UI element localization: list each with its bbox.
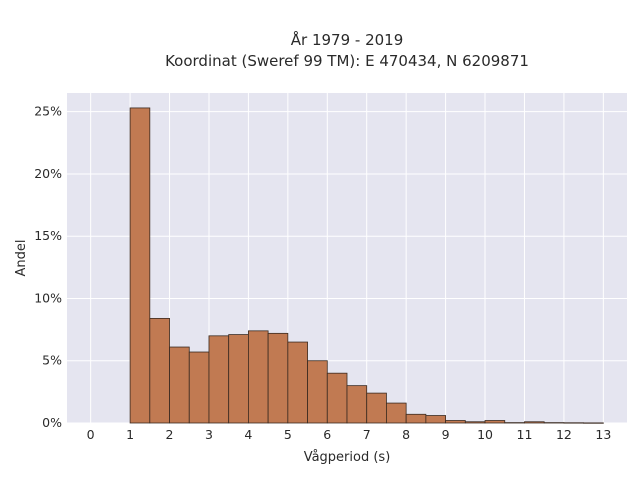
- histogram-bar: [465, 422, 485, 423]
- y-tick-label: 10%: [34, 290, 62, 305]
- histogram-bar: [406, 414, 426, 423]
- histogram-bar: [386, 403, 406, 423]
- chart-title-line2: Koordinat (Sweref 99 TM): E 470434, N 62…: [165, 52, 529, 70]
- histogram-bar: [150, 318, 170, 423]
- x-tick-label: 13: [595, 427, 611, 442]
- x-tick-label: 5: [284, 427, 292, 442]
- x-tick-label: 3: [205, 427, 213, 442]
- y-tick-label: 5%: [42, 353, 62, 368]
- histogram-bar: [367, 393, 387, 423]
- histogram-bar: [248, 331, 268, 423]
- y-tick-label: 15%: [34, 228, 62, 243]
- x-tick-label: 1: [126, 427, 134, 442]
- x-tick-label: 12: [556, 427, 572, 442]
- x-tick-label: 8: [402, 427, 410, 442]
- chart-title-line1: År 1979 - 2019: [291, 30, 404, 49]
- histogram-bar: [209, 336, 229, 423]
- histogram-bar: [288, 342, 308, 423]
- histogram-bar: [308, 361, 328, 423]
- histogram-bar: [524, 422, 544, 423]
- histogram-bar: [130, 108, 150, 423]
- x-tick-label: 0: [87, 427, 95, 442]
- histogram-bar: [170, 347, 190, 423]
- histogram-bar: [485, 421, 505, 423]
- histogram-bar: [268, 333, 288, 423]
- x-tick-label: 4: [244, 427, 252, 442]
- y-tick-label: 20%: [34, 166, 62, 181]
- histogram-bar: [347, 386, 367, 423]
- x-tick-label: 6: [323, 427, 331, 442]
- y-axis-ticks: 0% 5% 10% 15% 20% 25%: [34, 104, 62, 430]
- histogram-bar: [426, 416, 446, 423]
- x-tick-label: 10: [477, 427, 493, 442]
- x-tick-label: 2: [166, 427, 174, 442]
- histogram-bar: [327, 373, 347, 423]
- y-tick-label: 0%: [42, 415, 62, 430]
- histogram-bar: [189, 352, 209, 423]
- histogram-bar: [229, 335, 249, 423]
- x-tick-label: 9: [442, 427, 450, 442]
- histogram-bar: [446, 421, 466, 423]
- x-axis-title: Vågperiod (s): [304, 450, 391, 465]
- y-tick-label: 25%: [34, 104, 62, 119]
- y-axis-title: Andel: [14, 240, 29, 277]
- x-tick-label: 7: [363, 427, 371, 442]
- x-tick-label: 11: [517, 427, 533, 442]
